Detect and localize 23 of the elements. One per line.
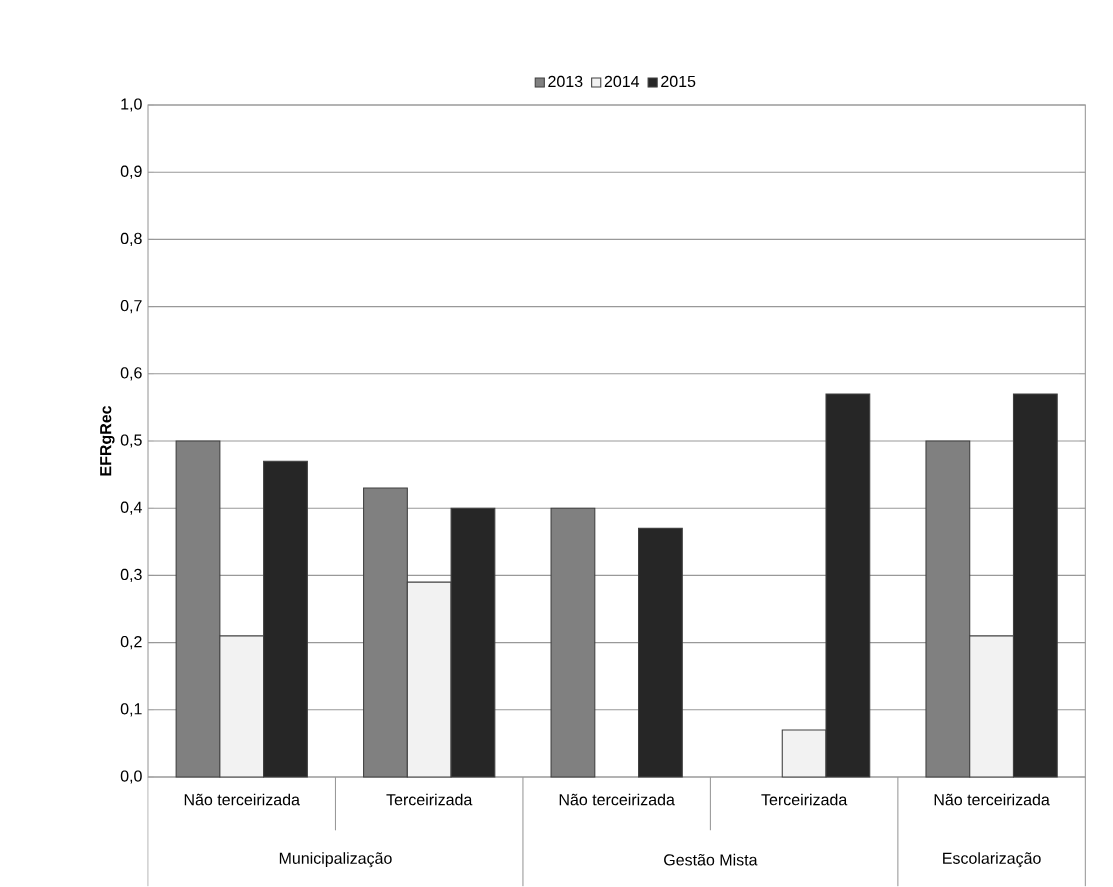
text: Municipalização (279, 852, 392, 868)
legend-label: 2014 (604, 75, 640, 88)
y-tick-label: 0,1 (120, 703, 142, 717)
y-tick-label: 0,6 (120, 367, 142, 381)
y-tick-label: 0,0 (120, 770, 142, 784)
text: Gestão Mista (664, 853, 758, 866)
y-tick-label: 0,7 (120, 300, 142, 314)
x-tick-label: Não terceirizada (559, 793, 675, 806)
text: Escolarização (943, 852, 1041, 868)
y-tick-label: 1,0 (121, 98, 142, 112)
y-tick-label: 0,2 (120, 636, 142, 650)
x-tick-label: Não terceirizada (184, 793, 300, 806)
x-tick-label: Terceirizada (386, 793, 473, 806)
y-axis-title: EFRgRec (100, 405, 115, 476)
y-tick-label: 0,8 (120, 232, 142, 247)
y-tick-label: 0,4 (120, 501, 142, 515)
x-tick-label: Não terceirizada (934, 793, 1050, 806)
legend-label: 2015 (661, 75, 696, 88)
legend-label: 2013 (548, 75, 583, 88)
y-tick-label: 0,5 (120, 434, 142, 448)
y-tick-label: 0,3 (120, 568, 142, 583)
y-tick-label: 0,9 (120, 165, 142, 179)
x-tick-label: Terceirizada (761, 793, 848, 806)
